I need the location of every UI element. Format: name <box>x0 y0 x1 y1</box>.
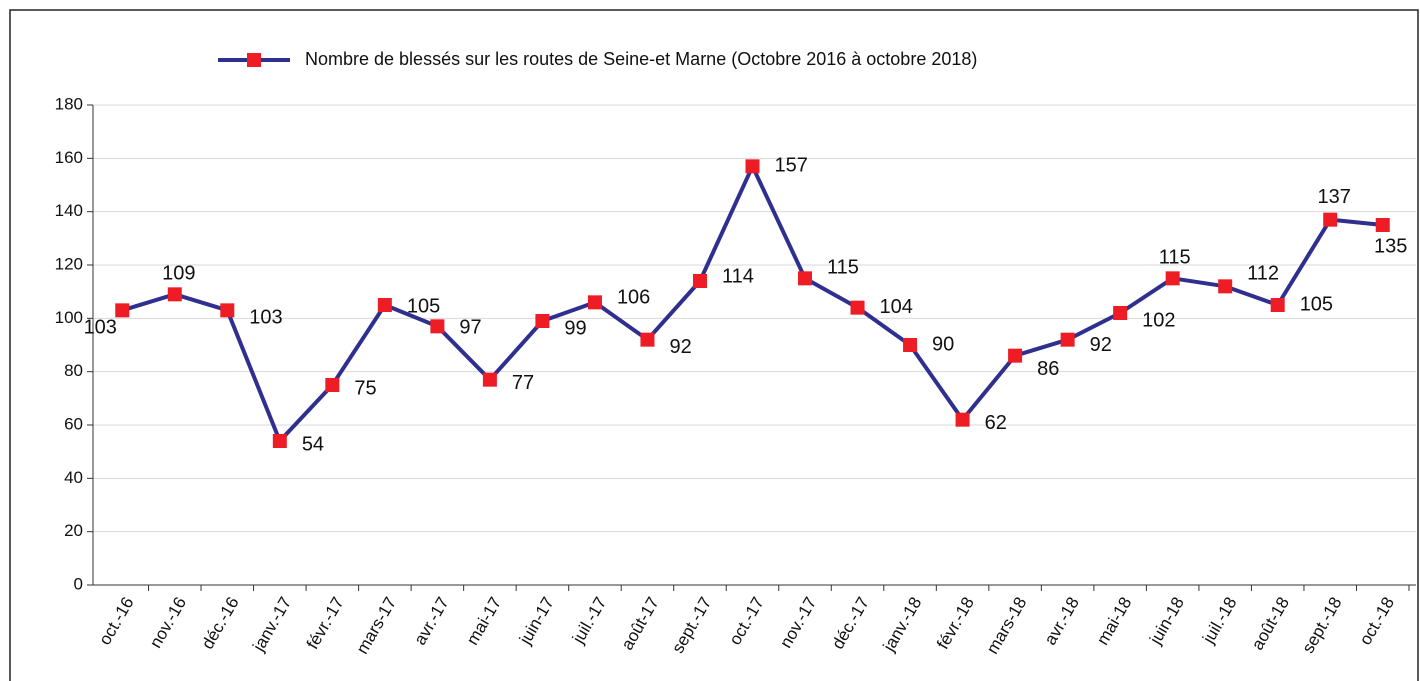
y-tick-label: 60 <box>64 414 83 433</box>
marker <box>1375 218 1390 232</box>
data-label: 97 <box>459 317 481 339</box>
data-label: 102 <box>1142 309 1175 331</box>
marker <box>325 378 340 392</box>
x-tick-label: mai-17 <box>463 594 505 649</box>
marker <box>692 274 707 288</box>
x-tick-label: sept.-18 <box>1298 594 1345 657</box>
data-label: 62 <box>985 412 1007 434</box>
marker <box>1113 306 1128 320</box>
x-tick-label: avr.-18 <box>1041 594 1083 649</box>
x-tick-label: juil.-18 <box>1199 594 1241 648</box>
x-tick-label: févr.-17 <box>303 594 348 653</box>
marker <box>745 159 760 174</box>
chart-frame <box>9 9 1419 681</box>
marker <box>167 287 182 302</box>
data-label: 99 <box>564 317 586 339</box>
data-label: 92 <box>669 336 691 358</box>
x-tick-label: avr.-17 <box>410 594 452 649</box>
data-label: 115 <box>1159 247 1191 269</box>
x-tick-label: sept.-17 <box>668 594 715 657</box>
y-tick-label: 140 <box>55 201 83 220</box>
data-label: 103 <box>249 307 282 329</box>
legend-marker <box>247 53 261 67</box>
marker <box>587 295 602 310</box>
x-tick-label: déc.-16 <box>198 594 243 653</box>
x-tick-label: mai-18 <box>1093 594 1135 649</box>
marker <box>482 372 497 387</box>
y-tick-label: 100 <box>55 308 83 327</box>
y-tick-label: 80 <box>64 361 83 380</box>
marker <box>272 434 287 448</box>
marker <box>430 319 445 334</box>
x-tick-label: oct.-16 <box>95 594 137 649</box>
x-tick-label: nov.-16 <box>146 594 190 652</box>
data-label: 137 <box>1318 186 1351 208</box>
marker <box>798 271 813 286</box>
marker <box>1165 271 1180 286</box>
x-tick-label: nov.-17 <box>776 594 820 652</box>
marker <box>955 412 970 427</box>
data-label: 112 <box>1247 263 1279 285</box>
line <box>121 164 1383 443</box>
marker <box>535 314 550 328</box>
data-label: 54 <box>302 433 324 455</box>
data-label: 114 <box>722 265 754 287</box>
data-label: 104 <box>880 296 913 318</box>
marker <box>640 332 655 347</box>
data-label: 86 <box>1037 358 1059 380</box>
x-tick-label: juin-18 <box>1146 594 1188 649</box>
marker <box>1060 332 1075 347</box>
data-label: 90 <box>932 333 954 355</box>
marker <box>850 300 865 315</box>
x-tick-label: août-17 <box>618 594 663 653</box>
marker <box>1270 298 1285 312</box>
x-tick-label: févr.-18 <box>933 594 978 653</box>
marker <box>1008 348 1023 363</box>
marker <box>220 303 235 318</box>
y-tick-label: 0 <box>74 574 83 593</box>
y-tick-label: 20 <box>64 521 83 540</box>
x-tick-label: mars-17 <box>353 594 401 658</box>
data-label: 75 <box>354 377 376 399</box>
data-label: 106 <box>617 287 650 309</box>
y-tick-label: 40 <box>64 468 83 487</box>
legend-label: Nombre de blessés sur les routes de Sein… <box>305 49 977 69</box>
data-label: 92 <box>1090 334 1112 356</box>
data-label: 105 <box>1300 293 1333 315</box>
y-tick-label: 120 <box>55 254 83 273</box>
marker <box>903 338 918 352</box>
data-label: 105 <box>407 295 440 317</box>
data-label: 77 <box>512 372 534 394</box>
data-label: 115 <box>827 257 859 279</box>
x-tick-label: juin-17 <box>515 594 557 649</box>
marker <box>377 298 392 312</box>
y-tick-label: 180 <box>55 94 83 113</box>
marker <box>1218 279 1233 294</box>
data-label: 109 <box>162 263 195 285</box>
x-tick-label: janv.-17 <box>249 594 296 656</box>
x-tick-label: août-18 <box>1248 594 1293 653</box>
x-tick-label: juil.-17 <box>568 594 610 648</box>
x-tick-label: déc.-17 <box>828 594 873 653</box>
data-label: 103 <box>84 317 117 339</box>
x-tick-label: oct.-17 <box>725 594 767 649</box>
x-tick-label: oct.-18 <box>1356 594 1398 649</box>
data-label: 157 <box>775 155 808 177</box>
x-tick-label: mars-18 <box>983 594 1031 658</box>
x-tick-label: janv.-18 <box>879 594 926 656</box>
y-tick-label: 160 <box>55 148 83 167</box>
marker <box>115 303 130 318</box>
data-label: 135 <box>1374 235 1407 257</box>
marker <box>1323 212 1338 227</box>
